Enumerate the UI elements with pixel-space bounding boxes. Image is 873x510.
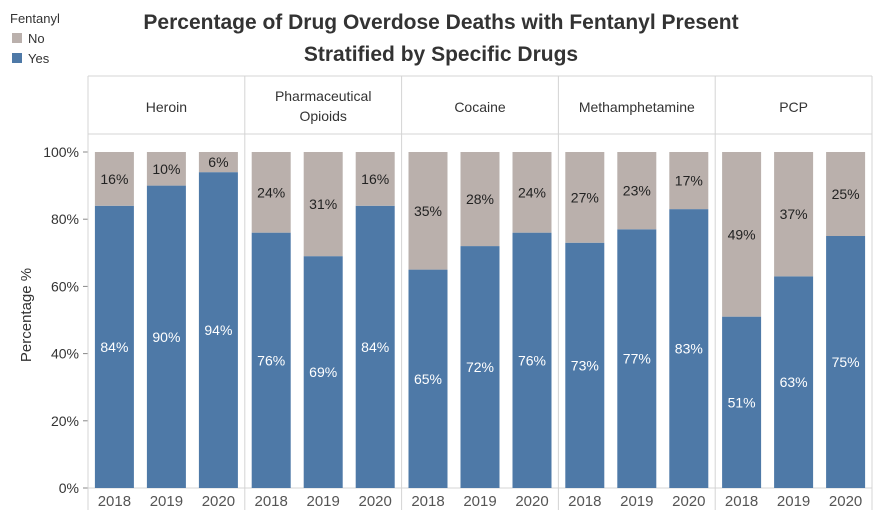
x-tick-label: 2019 [777,493,810,510]
bar-no [512,152,552,233]
bar-yes [722,316,762,488]
data-label-yes: 84% [361,339,389,355]
data-label-no: 24% [257,184,285,200]
data-label-no: 31% [309,196,337,212]
chart-title: Percentage of Drug Overdose Deaths with … [143,11,738,34]
data-label-yes: 90% [152,329,180,345]
data-label-yes: 69% [309,364,337,380]
bar-yes [460,246,500,488]
legend-swatch-no [12,33,22,43]
bar-yes [251,232,291,488]
bar-no [460,152,500,247]
bar-no [251,152,291,233]
x-tick-label: 2018 [725,493,758,510]
bar-no [146,152,186,186]
data-label-no: 10% [152,161,180,177]
bar-yes [94,205,134,488]
y-tick-label: 100% [43,144,79,160]
panel-header-1: Pharmaceutical Opioids [275,88,372,124]
data-label-no: 28% [466,191,494,207]
bar-no [198,152,238,173]
y-tick-label: 0% [59,480,79,496]
x-tick-label: 2020 [515,493,548,510]
y-axis: 0% 20% 40% 60% 80% 100% [43,144,88,496]
legend-label-no: No [28,31,45,46]
bar-no [408,152,448,270]
data-label-no: 35% [414,203,442,219]
data-label-yes: 84% [100,339,128,355]
legend-title: Fentanyl [10,11,60,26]
bar-no [94,152,134,206]
bar-yes [617,229,657,488]
data-label-no: 16% [361,171,389,187]
data-label-no: 23% [623,183,651,199]
data-label-yes: 65% [414,371,442,387]
y-tick-label: 20% [51,413,79,429]
legend-label-yes: Yes [28,51,50,66]
data-label-yes: 83% [675,341,703,357]
x-tick-label: 2020 [359,493,392,510]
panel-header-2: Cocaine [454,99,506,115]
data-label-yes: 94% [204,322,232,338]
bar-yes [826,236,866,488]
x-tick-label: 2019 [307,493,340,510]
bar-yes [408,269,448,488]
data-label-no: 17% [675,173,703,189]
x-tick-label: 2020 [202,493,235,510]
data-label-yes: 73% [571,357,599,373]
data-label-no: 24% [518,184,546,200]
data-label-yes: 63% [780,374,808,390]
panel-header-3: Methamphetamine [579,99,695,115]
bar-yes [774,276,814,488]
bar-no [722,152,762,317]
bar-yes [565,242,605,488]
data-label-yes: 77% [623,351,651,367]
chart-subtitle: Stratified by Specific Drugs [304,43,578,66]
data-label-no: 16% [100,171,128,187]
x-tick-label: 2018 [255,493,288,510]
bar-yes [146,185,186,488]
x-tick-label: 2018 [98,493,131,510]
x-tick-label: 2018 [568,493,601,510]
x-tick-label: 2019 [150,493,183,510]
bar-yes [355,205,395,488]
bar-yes [512,232,552,488]
x-tick-label: 2020 [829,493,862,510]
x-tick-label: 2020 [672,493,705,510]
data-label-yes: 51% [728,394,756,410]
y-tick-label: 80% [51,211,79,227]
data-label-yes: 75% [832,354,860,370]
data-label-no: 37% [780,206,808,222]
bar-no [826,152,866,236]
bar-no [565,152,605,243]
data-label-no: 49% [728,226,756,242]
legend-swatch-yes [12,53,22,63]
y-axis-label: Percentage % [18,268,35,362]
data-label-yes: 72% [466,359,494,375]
x-tick-label: 2019 [463,493,496,510]
data-label-no: 25% [832,186,860,202]
bar-no [617,152,657,230]
plot-area: Heroin 84% 16% 2018 90% 10% 2019 94% 6% 2020 Pharm… [87,75,873,510]
data-label-no: 27% [571,189,599,205]
bar-no [355,152,395,206]
y-tick-label: 60% [51,278,79,294]
bar-yes [198,172,238,488]
x-tick-label: 2019 [620,493,653,510]
data-label-yes: 76% [518,352,546,368]
bar-yes [669,209,709,488]
bar-yes [303,256,343,488]
bar-no [774,152,814,277]
y-tick-label: 40% [51,346,79,362]
panel-header-4: PCP [779,99,808,115]
bar-no [303,152,343,257]
data-label-yes: 76% [257,352,285,368]
bar-no [669,152,709,210]
x-tick-label: 2018 [411,493,444,510]
panel-header-0: Heroin [146,99,187,115]
data-label-no: 6% [208,154,228,170]
